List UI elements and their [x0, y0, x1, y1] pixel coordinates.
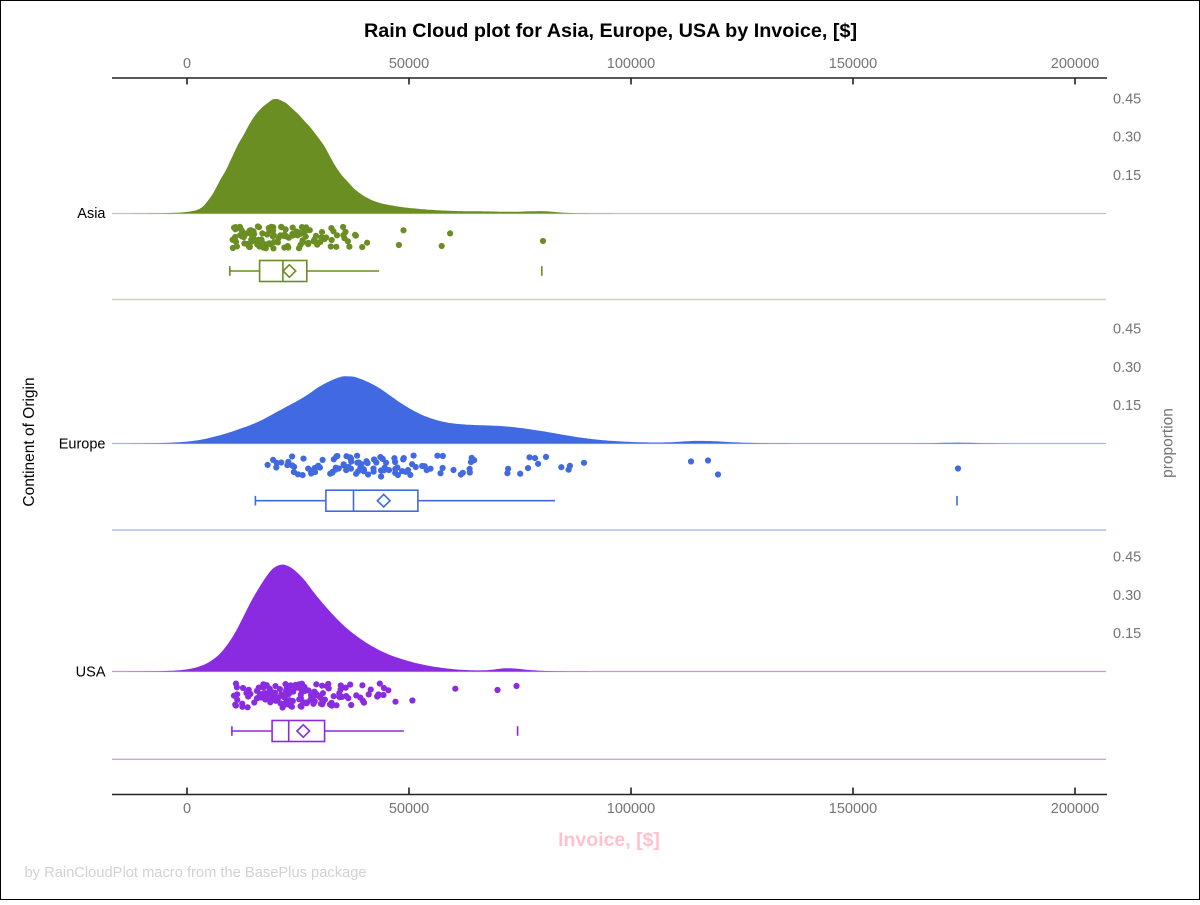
svg-text:proportion: proportion	[1160, 408, 1177, 478]
svg-text:0.15: 0.15	[1113, 398, 1141, 414]
svg-text:0.30: 0.30	[1113, 130, 1141, 146]
svg-text:100000: 100000	[607, 801, 655, 817]
svg-text:50000: 50000	[389, 56, 429, 72]
svg-text:by RainCloudPlot macro from th: by RainCloudPlot macro from the BasePlus…	[25, 865, 367, 881]
svg-text:0.15: 0.15	[1113, 168, 1141, 184]
svg-text:0: 0	[183, 56, 191, 72]
svg-text:0.15: 0.15	[1113, 626, 1141, 642]
svg-text:0.45: 0.45	[1113, 550, 1141, 566]
svg-text:150000: 150000	[829, 56, 877, 72]
svg-text:USA: USA	[76, 664, 106, 680]
svg-text:Asia: Asia	[77, 206, 106, 222]
svg-text:Europe: Europe	[59, 436, 106, 452]
svg-text:150000: 150000	[829, 801, 877, 817]
svg-text:200000: 200000	[1051, 56, 1099, 72]
svg-text:0.30: 0.30	[1113, 360, 1141, 376]
svg-text:Continent of Origin: Continent of Origin	[21, 377, 38, 506]
svg-text:0.45: 0.45	[1113, 322, 1141, 338]
svg-text:0.30: 0.30	[1113, 588, 1141, 604]
svg-text:0: 0	[183, 801, 191, 817]
svg-text:100000: 100000	[607, 56, 655, 72]
svg-text:200000: 200000	[1051, 801, 1099, 817]
svg-text:Rain Cloud plot for Asia, Euro: Rain Cloud plot for Asia, Europe, USA by…	[364, 20, 857, 42]
svg-text:0.45: 0.45	[1113, 91, 1141, 107]
svg-text:50000: 50000	[389, 801, 429, 817]
svg-text:Invoice, [$]: Invoice, [$]	[558, 829, 660, 851]
